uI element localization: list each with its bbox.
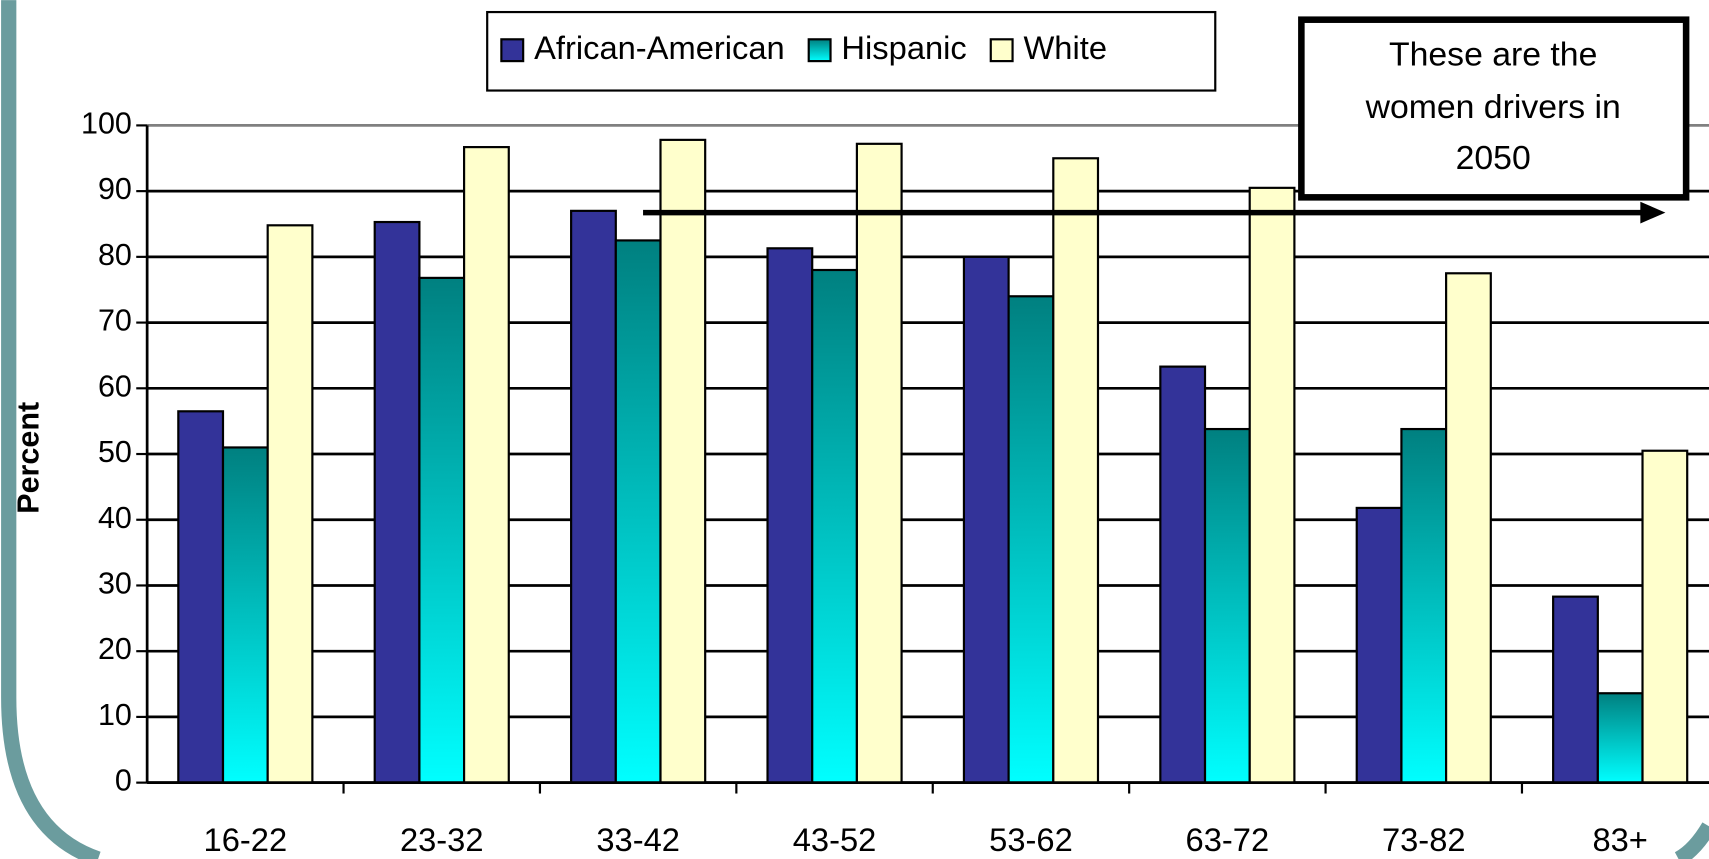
legend-swatch <box>500 38 525 63</box>
x-tick-label: 53-62 <box>989 821 1073 858</box>
legend-box <box>486 10 1217 92</box>
bar <box>1203 427 1251 784</box>
bar <box>962 255 1010 784</box>
y-tick-label: 90 <box>98 172 132 206</box>
x-tick-label: 23-32 <box>400 821 484 858</box>
legend-swatch <box>989 38 1014 63</box>
annotation-line: women drivers in <box>1365 88 1621 126</box>
x-tick-label: 16-22 <box>204 821 288 858</box>
arrow-head <box>1640 201 1666 224</box>
legend-label: African-American <box>534 29 785 66</box>
bar <box>1355 506 1403 784</box>
bar <box>266 224 314 784</box>
bar <box>221 446 269 784</box>
annotation-line: 2050 <box>1456 139 1531 177</box>
x-tick-label: 83+ <box>1592 821 1647 858</box>
bar <box>1641 449 1689 784</box>
bar <box>811 268 858 784</box>
x-tick-label: 33-42 <box>596 821 680 858</box>
frame <box>1674 822 1709 859</box>
bar <box>1552 595 1599 784</box>
y-tick-label: 50 <box>98 435 132 469</box>
bar <box>177 410 225 784</box>
bar <box>766 247 814 784</box>
bar <box>1007 295 1055 784</box>
frame <box>1 0 101 859</box>
bar <box>1052 157 1100 784</box>
bar <box>1400 427 1448 784</box>
bar <box>1596 692 1644 784</box>
y-tick-label: 40 <box>98 501 132 535</box>
x-tick-label: 43-52 <box>793 821 877 858</box>
y-tick-label: 70 <box>98 304 132 338</box>
bar <box>1159 365 1207 784</box>
plot: 0 10 20 30 40 50 60 70 80 90 100 16-22 23-32 33-42 43-… <box>81 106 1709 858</box>
bar <box>614 239 662 784</box>
y-tick-label: 0 <box>115 764 132 798</box>
legend: African-American Hispanic White <box>500 29 1107 66</box>
bar <box>1248 186 1296 784</box>
x-tick-label: 63-72 <box>1186 821 1270 858</box>
y-tick-label: 80 <box>98 238 132 272</box>
legend-swatch <box>807 38 832 63</box>
annotation-line: These are the <box>1389 36 1597 74</box>
y-axis-label: Percent <box>12 402 46 514</box>
legend-label: White <box>1023 29 1107 66</box>
bar <box>570 209 617 784</box>
y-tick-label: 100 <box>81 106 132 140</box>
y-tick-label: 10 <box>98 698 132 732</box>
bar <box>1445 272 1492 784</box>
bar <box>659 138 707 784</box>
y-tick-label: 30 <box>98 567 132 601</box>
bar <box>418 276 466 784</box>
y-tick-label: 20 <box>98 632 132 666</box>
bar <box>373 220 421 784</box>
x-tick-label: 73-82 <box>1382 821 1466 858</box>
y-tick-label: 60 <box>98 369 132 403</box>
legend-label: Hispanic <box>841 29 966 66</box>
bar <box>462 146 510 784</box>
bar <box>855 142 903 784</box>
annotation-box <box>1298 16 1690 201</box>
